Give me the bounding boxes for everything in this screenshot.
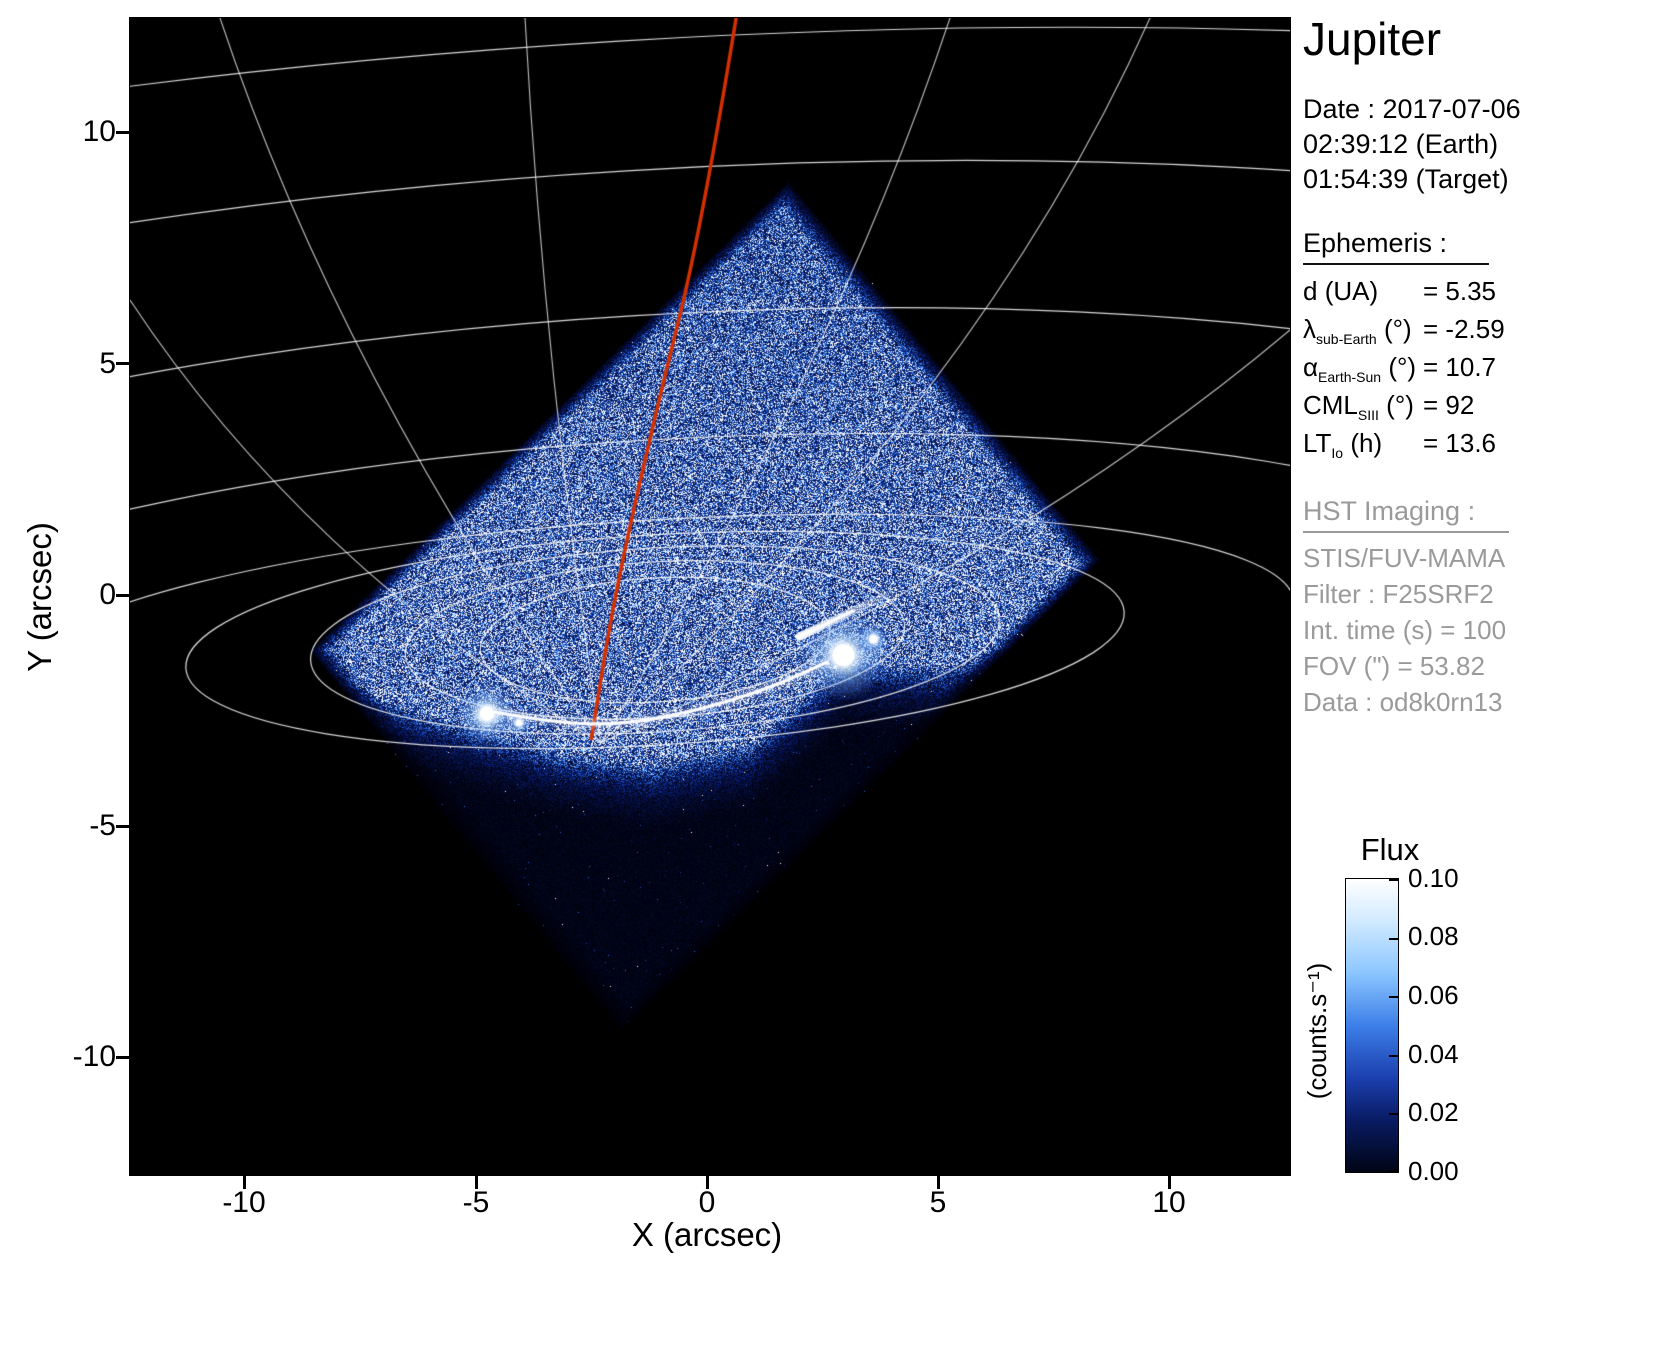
colorbar-tick-mark <box>1389 938 1398 940</box>
colorbar <box>1345 878 1399 1173</box>
colorbar-tick-label: 0.02 <box>1408 1098 1488 1126</box>
colorbar-unit-label: (counts.s⁻¹) <box>1302 881 1332 1181</box>
colorbar-tick-label: 0.04 <box>1408 1040 1488 1068</box>
colorbar-tick-mark <box>1389 1113 1398 1115</box>
ephemeris-symbol: λ <box>1303 314 1316 344</box>
colorbar-tick-mark <box>1389 1170 1398 1172</box>
ephemeris-subscript: SIII <box>1358 407 1379 423</box>
ephemeris-symbol: CML <box>1303 390 1358 420</box>
ephemeris-symbol: LT <box>1303 428 1331 458</box>
hst-fov: FOV (") = 53.82 <box>1303 648 1506 684</box>
ephemeris-unit: (°) <box>1388 352 1416 382</box>
x-axis-label: X (arcsec) <box>557 1216 857 1254</box>
ephemeris-unit: (°) <box>1386 390 1414 420</box>
hst-int-time: Int. time (s) = 100 <box>1303 612 1506 648</box>
ephemeris-table: d (UA) = 5.35 λsub-Earth (°) = -2.59 αEa… <box>1303 276 1673 466</box>
ephemeris-symbol: d <box>1303 276 1317 306</box>
colorbar-tick-label: 0.00 <box>1408 1157 1488 1185</box>
ephemeris-value: = 10.7 <box>1423 352 1496 383</box>
ephemeris-symbol: α <box>1303 352 1318 382</box>
x-tick-label: 5 <box>898 1186 978 1220</box>
y-tick-label: -10 <box>16 1039 116 1075</box>
colorbar-tick-label: 0.08 <box>1408 922 1488 950</box>
ephemeris-subscript: Earth-Sun <box>1318 369 1381 385</box>
colorbar-tick-mark <box>1389 996 1398 998</box>
y-axis-label: Y (arcsec) <box>21 447 55 747</box>
colorbar-tick-label: 0.06 <box>1408 981 1488 1009</box>
page-title: Jupiter <box>1303 12 1441 66</box>
y-tick-mark <box>116 594 129 597</box>
hst-imaging-heading: HST Imaging : <box>1303 496 1509 533</box>
time-target: 01:54:39 (Target) <box>1303 162 1521 197</box>
ephemeris-row: d (UA) = 5.35 <box>1303 276 1673 314</box>
colorbar-tick-mark <box>1389 879 1398 881</box>
hst-instrument: STIS/FUV-MAMA <box>1303 540 1506 576</box>
colorbar-tick-mark <box>1389 1055 1398 1057</box>
hst-imaging-block: STIS/FUV-MAMA Filter : F25SRF2 Int. time… <box>1303 540 1506 720</box>
date-line: Date : 2017-07-06 <box>1303 92 1521 127</box>
y-tick-mark <box>116 131 129 134</box>
y-tick-mark <box>116 825 129 828</box>
x-tick-label: 10 <box>1129 1186 1209 1220</box>
ephemeris-subscript: Io <box>1331 445 1343 461</box>
x-tick-label: -10 <box>204 1186 284 1220</box>
ephemeris-row: λsub-Earth (°) = -2.59 <box>1303 314 1673 352</box>
colorbar-tick-label: 0.10 <box>1408 864 1488 892</box>
hst-data-id: Data : od8k0rn13 <box>1303 684 1506 720</box>
y-tick-mark <box>116 362 129 365</box>
ephemeris-value: = -2.59 <box>1423 314 1505 345</box>
time-earth: 02:39:12 (Earth) <box>1303 127 1521 162</box>
observation-datetime: Date : 2017-07-06 02:39:12 (Earth) 01:54… <box>1303 92 1521 197</box>
ephemeris-heading: Ephemeris : <box>1303 228 1489 265</box>
ephemeris-value: = 92 <box>1423 390 1474 421</box>
y-tick-label: -5 <box>16 808 116 844</box>
figure-page: -10 -5 0 5 10 10 5 0 -5 -10 X (arcsec) Y… <box>0 0 1676 1367</box>
y-tick-mark <box>116 1056 129 1059</box>
ephemeris-subscript: sub-Earth <box>1316 331 1377 347</box>
y-tick-label: 10 <box>16 114 116 150</box>
ephemeris-unit: (h) <box>1350 428 1382 458</box>
y-tick-label: 5 <box>16 346 116 382</box>
ephemeris-row: αEarth-Sun (°) = 10.7 <box>1303 352 1673 390</box>
ephemeris-row: CMLSIII (°) = 92 <box>1303 390 1673 428</box>
ephemeris-value: = 5.35 <box>1423 276 1496 307</box>
x-tick-label: -5 <box>436 1186 516 1220</box>
ephemeris-unit: (UA) <box>1325 276 1378 306</box>
ephemeris-unit: (°) <box>1384 314 1412 344</box>
hst-filter: Filter : F25SRF2 <box>1303 576 1506 612</box>
sky-image-canvas <box>130 18 1290 1175</box>
ephemeris-row: LTIo (h) = 13.6 <box>1303 428 1673 466</box>
x-tick-label: 0 <box>667 1186 747 1220</box>
ephemeris-value: = 13.6 <box>1423 428 1496 459</box>
plot-frame <box>129 17 1291 1176</box>
